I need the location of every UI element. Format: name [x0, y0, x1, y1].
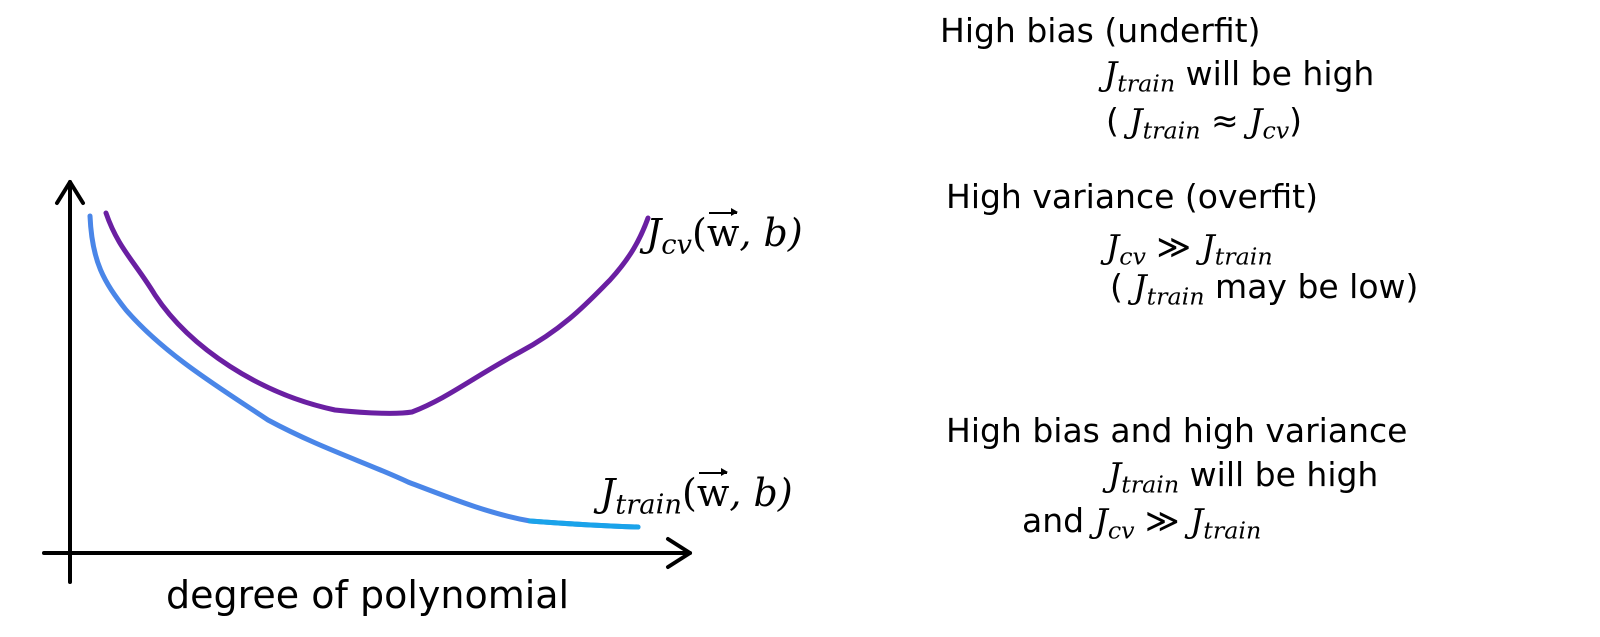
w-vector: w	[696, 468, 730, 515]
jtrain-curve-label: Jtrain(w, b)	[600, 468, 793, 521]
jcv-curve	[103, 210, 651, 416]
high-variance-line1: Jcv ≫ Jtrain	[1106, 227, 1273, 271]
jcv-curve-label: Jcv(w, b)	[646, 208, 803, 261]
high-bias-and-variance-heading: High bias and high variance	[946, 411, 1408, 450]
jcv-symbol: Jcv	[646, 211, 693, 261]
x-axis-label: degree of polynomial	[166, 573, 570, 617]
high-variance-heading: High variance (overfit)	[946, 177, 1318, 216]
x-axis-arrowhead	[666, 537, 692, 569]
high-bias-heading: High bias (underfit)	[940, 11, 1261, 50]
y-axis-arrowhead	[55, 180, 85, 205]
high-variance-line2: ( Jtrain may be low)	[1110, 267, 1419, 311]
jtrain-curve-tail	[527, 518, 641, 530]
high-bias-and-variance-line2: and Jcv ≫ Jtrain	[1022, 501, 1262, 545]
high-bias-line2: ( Jtrain ≈ Jcv)	[1106, 101, 1303, 145]
high-bias-and-variance-line1: Jtrain will be high	[1108, 455, 1379, 499]
jtrain-curve	[87, 213, 641, 530]
jtrain-symbol: Jtrain	[600, 471, 682, 521]
bias-variance-plot	[42, 180, 692, 584]
high-bias-line1: Jtrain will be high	[1104, 54, 1375, 98]
w-vector: w	[706, 208, 740, 255]
